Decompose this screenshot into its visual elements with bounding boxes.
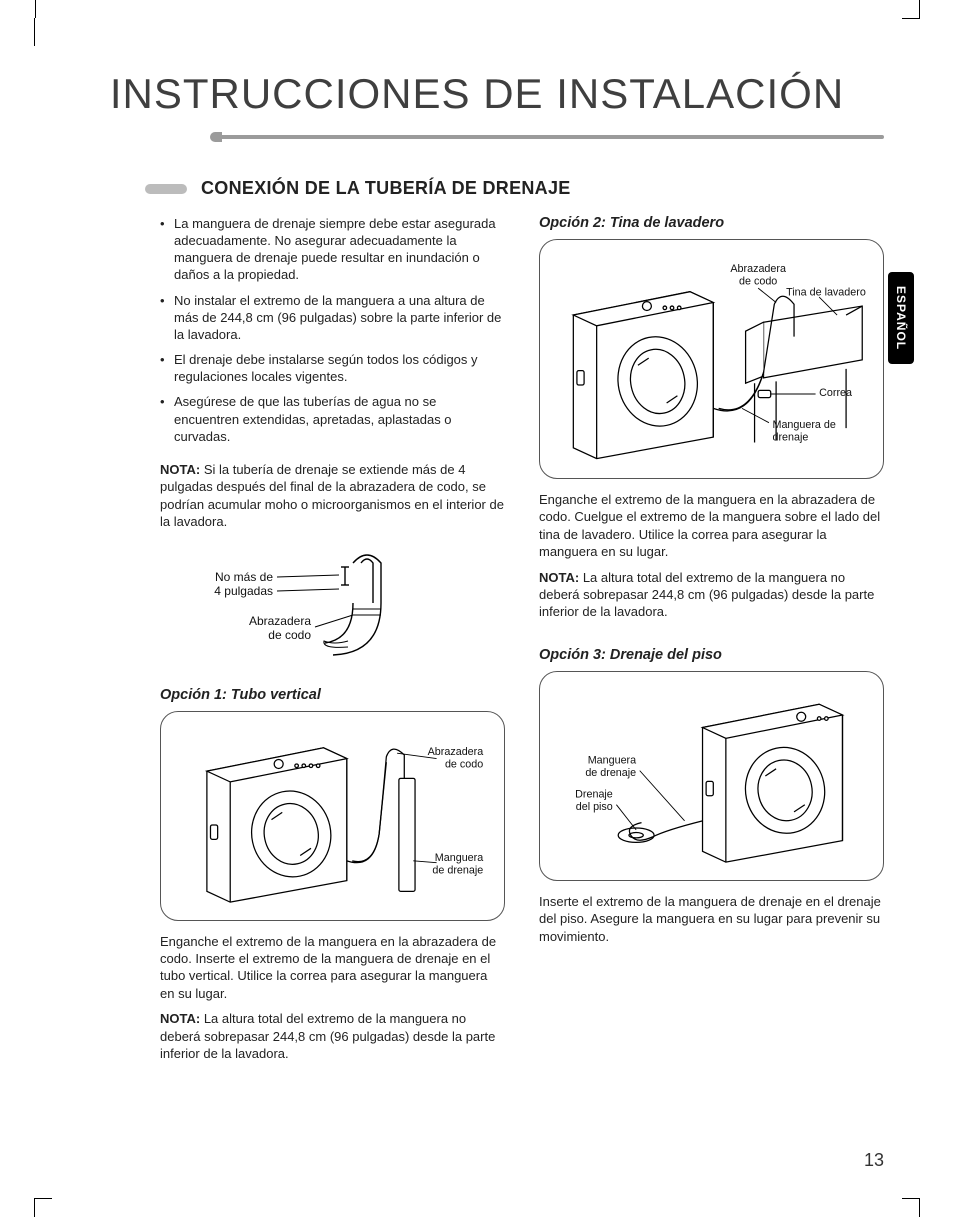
list-item: El drenaje debe instalarse según todos l… [160, 351, 505, 385]
note-text: Si la tubería de drenaje se extiende más… [160, 462, 504, 529]
divider-bar [70, 132, 884, 142]
note-paragraph: NOTA: Si la tubería de drenaje se extien… [160, 461, 505, 531]
fig-label: Abrazadera [248, 614, 310, 628]
page-title: INSTRUCCIONES DE INSTALACIÓN [70, 70, 884, 118]
option1-heading: Opción 1: Tubo vertical [160, 687, 505, 703]
figure-option1: Abrazadera de codo Manguera de drenaje [160, 711, 505, 921]
fig-label: de codo [739, 276, 777, 288]
section-pill-icon [145, 184, 187, 194]
fig-label: Manguera [588, 754, 636, 766]
fig-label: Manguera [435, 851, 483, 863]
list-item: No instalar el extremo de la manguera a … [160, 292, 505, 343]
fig-label: Correa [819, 387, 852, 399]
language-tab: ESPAÑOL [888, 272, 914, 364]
list-item: La manguera de drenaje siempre debe esta… [160, 215, 505, 284]
option2-heading: Opción 2: Tina de lavadero [539, 215, 884, 231]
fig-label: Abrazadera [730, 263, 786, 275]
fig-label: de codo [445, 758, 483, 770]
figure-elbow-bracket: No más de 4 pulgadas Abrazadera de codo [203, 545, 463, 665]
fig-label: Abrazadera [428, 745, 484, 757]
fig-label: Tina de lavadero [786, 286, 866, 298]
crop-mark [34, 18, 62, 46]
fig-label: del piso [576, 801, 613, 813]
option2-text: Enganche el extremo de la manguera en la… [539, 491, 884, 561]
content-grid: La manguera de drenaje siempre debe esta… [160, 215, 884, 1070]
fig-label: No más de [214, 570, 272, 584]
figure-option2: Abrazadera de codo Tina de lavadero Corr… [539, 239, 884, 479]
fig-label: de codo [268, 628, 311, 642]
note-text: La altura total del extremo de la mangue… [539, 570, 874, 620]
note-label: NOTA: [539, 570, 579, 585]
figure-option3: Manguera de drenaje Drenaje del piso [539, 671, 884, 881]
page-number: 13 [864, 1150, 884, 1171]
note-label: NOTA: [160, 462, 200, 477]
bullet-list: La manguera de drenaje siempre debe esta… [160, 215, 505, 453]
fig-label: 4 pulgadas [214, 584, 273, 598]
fig-label: de drenaje [432, 864, 483, 876]
option3-heading: Opción 3: Drenaje del piso [539, 647, 884, 663]
section-header: CONEXIÓN DE LA TUBERÍA DE DRENAJE [145, 178, 884, 199]
crop-mark [892, 18, 920, 46]
section-title: CONEXIÓN DE LA TUBERÍA DE DRENAJE [201, 178, 571, 199]
fig-label: de drenaje [585, 767, 636, 779]
fig-label: drenaje [773, 432, 809, 444]
note-label: NOTA: [160, 1011, 200, 1026]
fig-label: Manguera de [773, 419, 836, 431]
option2-note: NOTA: La altura total del extremo de la … [539, 569, 884, 621]
option1-text: Enganche el extremo de la manguera en la… [160, 933, 505, 1003]
option1-note: NOTA: La altura total del extremo de la … [160, 1010, 505, 1062]
right-column: Opción 2: Tina de lavadero [539, 215, 884, 1070]
option3-text: Inserte el extremo de la manguera de dre… [539, 893, 884, 945]
crop-mark [34, 1171, 62, 1199]
fig-label: Drenaje [575, 788, 613, 800]
crop-mark [892, 1171, 920, 1199]
language-tab-label: ESPAÑOL [894, 286, 908, 350]
list-item: Asegúrese de que las tuberías de agua no… [160, 393, 505, 444]
note-text: La altura total del extremo de la mangue… [160, 1011, 495, 1061]
left-column: La manguera de drenaje siempre debe esta… [160, 215, 505, 1070]
